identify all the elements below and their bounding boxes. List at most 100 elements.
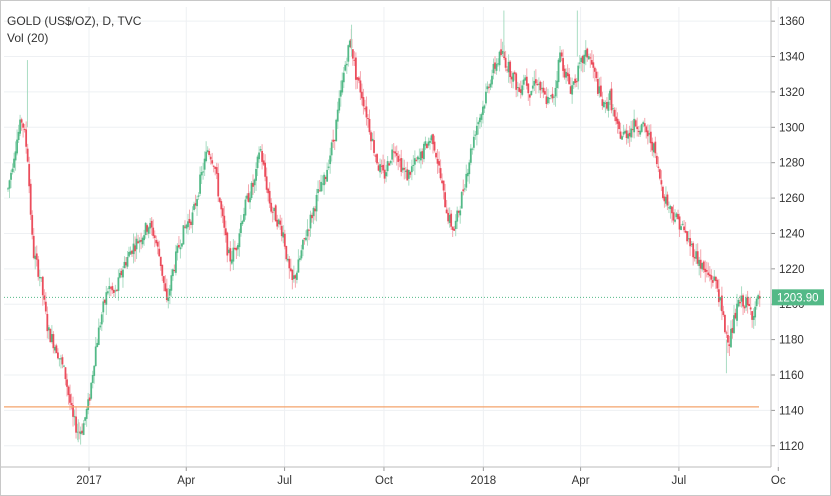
candle-body bbox=[401, 167, 404, 171]
candle-body bbox=[233, 247, 236, 250]
candle-body bbox=[179, 247, 182, 250]
candle-body bbox=[25, 129, 28, 147]
candle-body bbox=[229, 248, 232, 262]
candle-body bbox=[436, 159, 439, 164]
candle-body bbox=[314, 208, 316, 212]
candle-body bbox=[559, 52, 561, 63]
candle-body bbox=[471, 148, 474, 150]
candle-body bbox=[365, 106, 368, 118]
candle-body bbox=[603, 101, 605, 108]
candle-body bbox=[197, 195, 200, 197]
candle-body bbox=[87, 399, 90, 411]
candle-body bbox=[342, 72, 345, 83]
candle-body bbox=[244, 199, 247, 216]
candle-body bbox=[227, 249, 230, 253]
candle-body bbox=[527, 83, 530, 94]
candle-body bbox=[146, 225, 149, 232]
candle-body bbox=[642, 122, 645, 125]
candle-body bbox=[147, 227, 150, 234]
candle-body bbox=[47, 327, 50, 331]
candle-body bbox=[356, 77, 359, 80]
candle-body bbox=[553, 96, 555, 98]
candle-body bbox=[162, 276, 165, 283]
candle-body bbox=[618, 121, 620, 130]
candle-body bbox=[536, 83, 539, 86]
candle-body bbox=[14, 151, 17, 161]
candle-body bbox=[235, 247, 238, 251]
x-tick-label: Jul bbox=[277, 475, 292, 487]
x-tick-label: 2018 bbox=[471, 475, 497, 487]
candle-body bbox=[140, 239, 142, 242]
candle-body bbox=[11, 168, 14, 172]
candle-body bbox=[548, 98, 551, 100]
candle-body bbox=[220, 201, 223, 210]
candle-body bbox=[751, 311, 754, 320]
candle-body bbox=[672, 212, 675, 221]
y-tick-label: 1160 bbox=[779, 370, 804, 382]
candle-body bbox=[710, 275, 713, 280]
candle-body bbox=[211, 160, 214, 164]
candle-body bbox=[247, 193, 250, 202]
candle-body bbox=[188, 218, 191, 223]
candle-body bbox=[714, 276, 717, 282]
candle-body bbox=[407, 169, 410, 179]
candle-body bbox=[274, 205, 277, 222]
candle-body bbox=[625, 130, 628, 138]
candle-body bbox=[91, 374, 94, 383]
candle-body bbox=[743, 306, 746, 309]
candle-body bbox=[539, 81, 542, 91]
candle-body bbox=[628, 132, 631, 137]
candle-body bbox=[681, 223, 684, 225]
candle-body bbox=[542, 87, 545, 93]
candle-body bbox=[627, 133, 630, 139]
candle-body bbox=[412, 164, 415, 166]
candle-body bbox=[137, 241, 139, 244]
candle-body bbox=[364, 108, 366, 110]
candle-body bbox=[541, 87, 543, 89]
candle-body bbox=[521, 85, 524, 95]
candle-body bbox=[533, 80, 536, 86]
y-tick-label: 1180 bbox=[779, 335, 804, 347]
candle-body bbox=[524, 77, 527, 81]
candle-body bbox=[259, 149, 262, 151]
candle-body bbox=[720, 295, 723, 312]
candle-body bbox=[740, 295, 743, 302]
candle-body bbox=[306, 229, 309, 237]
candle-body bbox=[119, 272, 121, 278]
candle-body bbox=[246, 195, 248, 199]
candle-body bbox=[504, 57, 507, 68]
candle-body bbox=[654, 141, 657, 154]
candle-body bbox=[347, 45, 350, 62]
candle-body bbox=[241, 221, 244, 225]
candle-body bbox=[265, 176, 268, 190]
candle-body bbox=[300, 250, 303, 259]
candle-body bbox=[184, 226, 186, 228]
candle-body bbox=[510, 76, 513, 80]
candle-body bbox=[221, 208, 224, 217]
candle-body bbox=[646, 130, 649, 137]
candle-body bbox=[338, 98, 341, 111]
candle-body bbox=[420, 151, 422, 161]
candle-body bbox=[371, 138, 374, 141]
candle-body bbox=[58, 358, 61, 360]
candle-body bbox=[305, 237, 307, 241]
candle-body bbox=[500, 49, 502, 55]
candle-body bbox=[469, 148, 472, 163]
candle-body bbox=[689, 238, 692, 247]
candle-body bbox=[81, 430, 84, 434]
candle-body bbox=[99, 325, 102, 328]
candle-body bbox=[285, 245, 288, 260]
candle-body bbox=[622, 131, 625, 135]
candle-body bbox=[572, 81, 575, 85]
candle-body bbox=[441, 180, 443, 184]
y-tick-label: 1320 bbox=[779, 87, 805, 99]
candle-body bbox=[545, 96, 548, 105]
candle-body bbox=[719, 297, 722, 301]
candle-body bbox=[609, 90, 611, 101]
candle-body bbox=[713, 276, 716, 281]
candle-body bbox=[410, 166, 413, 173]
candle-body bbox=[492, 63, 495, 74]
candle-body bbox=[665, 196, 667, 204]
candle-body bbox=[173, 269, 176, 271]
